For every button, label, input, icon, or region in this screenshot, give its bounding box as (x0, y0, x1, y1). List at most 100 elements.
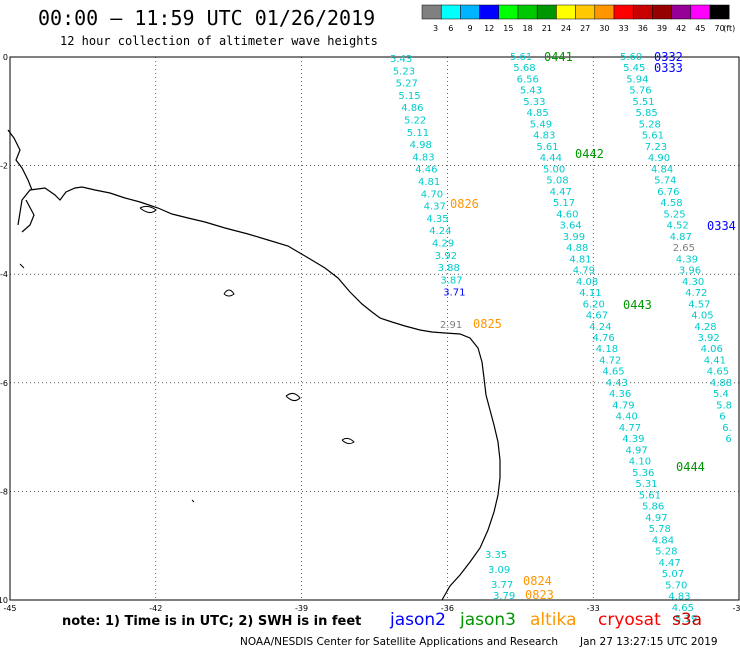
swh-value: 4.72 (599, 355, 621, 366)
swh-value: 3.92 (698, 333, 720, 344)
swh-value: 4.87 (670, 232, 692, 243)
track-label: 0334 (707, 219, 736, 233)
color-scale-tick: 6 (448, 24, 453, 33)
swh-value: 5.85 (636, 108, 658, 119)
grid-lines (10, 57, 739, 600)
swh-value: 4.72 (685, 288, 707, 299)
track-label: 0823 (525, 588, 554, 602)
swh-value: 4.88 (566, 243, 588, 254)
swh-value: 4.83 (668, 592, 690, 603)
map-subtitle: 12 hour collection of altimeter wave hei… (60, 34, 378, 48)
coastline (17, 186, 501, 601)
swh-value: 4.30 (682, 277, 704, 288)
swh-value: 5.22 (404, 116, 426, 127)
swh-value: 5.43 (390, 54, 412, 65)
swh-value: 4.65 (602, 367, 624, 378)
color-swatch (440, 4, 461, 20)
swh-value: 4.76 (593, 333, 615, 344)
color-scale-tick: 39 (657, 24, 667, 33)
color-swatch (421, 4, 442, 20)
swh-value: 4.46 (415, 165, 437, 176)
swh-value: 4.47 (550, 187, 572, 198)
track-0332: 5.605.455.945.765.515.855.285.617.234.90… (620, 50, 732, 445)
color-scale-tick: 45 (695, 24, 705, 33)
swh-value: 4.43 (606, 378, 628, 389)
swh-value: 5.4 (713, 389, 729, 400)
swh-value: 5.8 (716, 400, 732, 411)
swh-value: 4.77 (619, 423, 641, 434)
swh-value: 4.39 (622, 434, 644, 445)
track-label: 0442 (575, 147, 604, 161)
lon-label: -42 (149, 604, 162, 613)
swh-value: 5.28 (655, 547, 677, 558)
swh-value: 4.05 (691, 311, 713, 322)
swh-value: 5.33 (523, 97, 545, 108)
color-swatch (613, 4, 634, 20)
track-label: 0443 (623, 298, 652, 312)
swh-value: 3.99 (563, 232, 585, 243)
swh-value: 5.51 (632, 97, 654, 108)
color-swatch (632, 4, 653, 20)
axis-labels: 0 -2 -4 -6 -8 -10-45 -42 -39 -36 -33 -30 (0, 53, 740, 613)
color-scale-tick: 12 (484, 24, 494, 33)
track-0826: 5.435.23 5.275.154.86 5.225.114.984.83 4.46… (390, 54, 479, 299)
swh-value: 5.36 (632, 468, 654, 479)
footer-timestamp: Jan 27 13:27:15 UTC 2019 (579, 636, 718, 648)
track-label: 0826 (450, 197, 479, 211)
swh-value: 5.45 (623, 63, 645, 74)
track-label: 0333 (654, 61, 683, 75)
swh-value: 4.60 (556, 209, 578, 220)
swh-value: 7.23 (645, 142, 667, 153)
swh-value: 5.61 (639, 490, 661, 501)
color-swatch (652, 4, 672, 20)
track-values: 5.435.235.275.154.865.225.114.984.834.46… (390, 50, 736, 625)
swh-value: 5.25 (663, 209, 685, 220)
swh-value: 4.41 (704, 355, 726, 366)
swh-value: 4.97 (626, 445, 648, 456)
swh-value: 6 (725, 434, 731, 445)
color-scale-tick: 42 (676, 24, 686, 33)
lat-label: 0 (3, 53, 8, 62)
swh-value: 4.58 (660, 198, 682, 209)
color-swatch (575, 4, 596, 20)
swh-value: 5.74 (654, 176, 676, 187)
swh-value: 4.67 (586, 311, 608, 322)
swh-value: 4.85 (527, 108, 549, 119)
swh-value: 5.27 (396, 79, 418, 90)
map-title: 00:00 – 11:59 UTC 01/26/2019 (38, 6, 375, 30)
color-swatch (709, 4, 730, 20)
swh-value: 4.44 (540, 153, 562, 164)
track-0333: 0333 (654, 61, 683, 75)
swh-value: 5.68 (513, 63, 535, 74)
swh-value: 5.49 (530, 119, 552, 130)
swh-value: 5.61 (510, 52, 532, 63)
swh-value: 5.17 (553, 198, 575, 209)
track-label: 0332 (654, 50, 683, 64)
swh-value: 4.24 (589, 322, 611, 333)
track-0825: 2.91 0825 (440, 317, 502, 331)
swh-value: 5.70 (665, 580, 687, 591)
swh-value: 6.76 (657, 187, 679, 198)
swh-value: 5.61 (642, 131, 664, 142)
track-0442: 0442 (575, 147, 604, 161)
swh-value: 5.60 (620, 52, 642, 63)
swh-value: 5.07 (662, 569, 684, 580)
footer-credit: NOAA/NESDIS Center for Satellite Applica… (240, 636, 558, 648)
lat-label: -2 (0, 162, 8, 171)
lon-label: -30 (732, 604, 740, 613)
swh-value: 3.71 (443, 288, 465, 299)
color-swatch (498, 4, 519, 20)
color-scale-tick: 3 (433, 24, 438, 33)
lat-label: -8 (0, 487, 8, 496)
plot-area: 0 -2 -4 -6 -8 -10-45 -42 -39 -36 -33 -30 (0, 53, 740, 613)
swh-value: 4.29 (432, 239, 454, 250)
legend-jason2: jason2 (389, 610, 446, 630)
lon-label: -36 (441, 604, 454, 613)
island (19, 205, 355, 503)
track-0441: 5.615.686.565.435.334.855.494.835.614.44… (510, 50, 697, 625)
swh-value: 3.64 (560, 221, 582, 232)
swh-value: 4.28 (694, 322, 716, 333)
lon-label: -45 (3, 604, 16, 613)
swh-value: 5.28 (639, 119, 661, 130)
